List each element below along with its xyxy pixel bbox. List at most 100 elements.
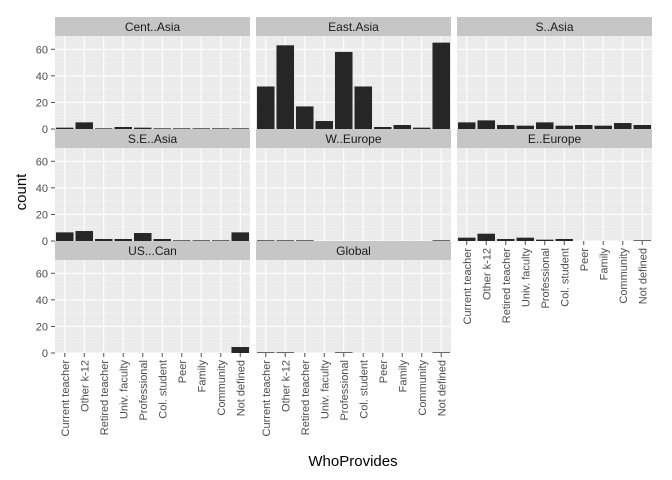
x-tick-label: Current teacher [261,360,273,437]
facet-panel: East.Asia [256,17,451,130]
x-tick-label: Community [216,360,228,416]
bar [535,122,554,129]
bar [334,352,353,353]
facet-strip [457,17,652,36]
facet-strip [256,17,451,36]
facet-panel: Cent..Asia 0 20 40 60 [36,17,250,136]
facet-panel: S..Asia [457,17,652,130]
x-tick-label: Professional [339,360,351,421]
bar [276,45,295,129]
bar [211,128,230,129]
facet-strip [457,129,652,148]
bar [535,239,554,241]
panel-background [256,148,451,241]
y-tick-label: 40 [36,71,48,83]
x-tick-label: Peer [177,360,189,384]
panel-background [55,148,250,241]
x-axis-title: WhoProvides [308,453,397,470]
y-tick-label: 20 [36,97,48,109]
bar [211,240,230,241]
bar [496,125,515,129]
x-tick-label: Not defined [637,248,649,304]
bar [516,125,535,129]
x-tick-label: Peer [579,248,591,272]
x-tick-label: Current teacher [60,360,72,437]
facet-label: S..Asia [535,20,573,34]
x-tick-label: Col. student [358,360,370,419]
bar [153,128,172,129]
facet-label: Global [336,244,371,258]
bar [457,122,476,129]
bar [153,239,172,241]
facet-panel: S.E..Asia 0 20 40 60 [36,129,250,248]
bar [133,127,152,129]
facet-panel: Global Current teacher Other k-12 Retired t… [256,241,451,436]
panel-background [457,36,652,129]
bar [231,347,250,353]
bar [613,123,632,129]
facet-panel: US...Can 0 20 40 60 Current teacher Other k-12… [36,241,250,436]
facet-panel: W..Europe [256,129,451,242]
bar [114,239,133,241]
y-tick-label: 60 [36,44,48,56]
x-tick-label: Not defined [436,360,448,416]
y-tick-label: 60 [36,268,48,280]
bar [393,125,412,129]
facet-strip [55,129,250,148]
bar [256,240,275,241]
facet-label: S.E..Asia [128,132,178,146]
facet-strip [256,241,451,260]
x-tick-label: Retired teacher [300,360,312,436]
facet-panels: Cent..Asia 0 20 40 60 East.Asia S..Asia S.E..As… [36,17,652,436]
x-tick-label: Univ. faculty [118,360,130,420]
x-tick-label: Col. student [157,360,169,419]
y-tick-label: 20 [36,321,48,333]
x-tick-label: Peer [378,360,390,384]
bar [192,240,211,241]
panel-background [55,36,250,129]
bar [114,127,133,129]
bar [432,352,451,353]
bar [496,239,515,241]
bar [412,127,431,129]
bar [231,232,250,241]
panel-background [457,148,652,241]
bar [133,233,152,241]
bar [477,233,496,241]
x-tick-label: Univ. faculty [520,248,532,308]
x-tick-label: Community [417,360,429,416]
facet-strip [55,241,250,260]
facet-label: East.Asia [328,20,379,34]
x-tick-label: Retired teacher [99,360,111,436]
bar [276,352,295,353]
x-tick-label: Other k-12 [280,360,292,412]
facet-panel: E..Europe Current teacher Other k-12 Retire… [457,129,652,324]
bar [432,42,451,130]
x-tick-label: Other k-12 [481,248,493,300]
x-tick-label: Other k-12 [79,360,91,412]
y-tick-label: 40 [36,183,48,195]
bar [75,231,94,241]
y-tick-label: 40 [36,295,48,307]
y-tick-label: 60 [36,156,48,168]
x-tick-label: Family [397,360,409,393]
x-tick-label: Professional [540,248,552,309]
bar [276,240,295,241]
bar [231,128,250,129]
bar [94,128,113,129]
facet-label: Cent..Asia [125,20,181,34]
facet-label: E..Europe [528,132,582,146]
x-tick-label: Family [196,360,208,393]
bar [574,125,593,129]
bar [477,120,496,129]
x-tick-label: Professional [138,360,150,421]
x-tick-label: Family [598,248,610,281]
y-tick-label: 0 [42,236,48,248]
x-tick-label: Current teacher [462,248,474,325]
bar [457,237,476,241]
bar [55,127,74,129]
bar [633,125,652,129]
y-tick-label: 0 [42,348,48,360]
bar [75,122,94,129]
x-tick-label: Retired teacher [501,248,513,324]
